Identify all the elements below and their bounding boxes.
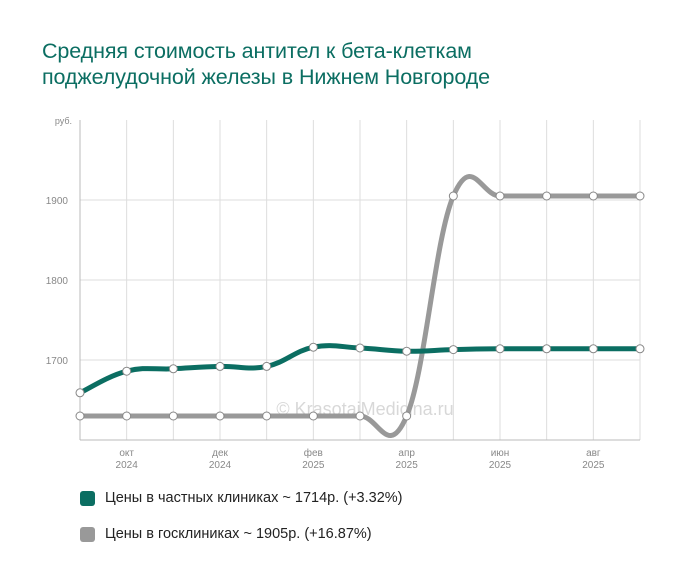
chart-title-line-1: Средняя стоимость антител к бета-клеткам bbox=[42, 39, 472, 63]
x-tick-label-year: 2024 bbox=[209, 460, 232, 471]
chart-title: Средняя стоимость антител к бета-клеткам… bbox=[42, 38, 682, 90]
y-axis-unit-label: руб. bbox=[55, 116, 72, 126]
data-point-0 bbox=[215, 361, 225, 371]
data-point-1 bbox=[448, 191, 458, 201]
data-point-1 bbox=[122, 411, 132, 421]
legend-label-public: Цены в госклиниках ~ 1905р. (+16.87%) bbox=[105, 526, 372, 542]
legend-item-private[interactable]: Цены в частных клиниках ~ 1714р. (+3.32%… bbox=[80, 490, 403, 506]
x-tick-label-year: 2025 bbox=[489, 460, 512, 471]
data-point-1 bbox=[355, 411, 365, 421]
data-point-1 bbox=[262, 411, 272, 421]
x-tick-label-month: окт bbox=[119, 448, 134, 459]
data-point-0 bbox=[308, 342, 318, 352]
x-tick-label-month: авг bbox=[586, 448, 601, 459]
legend-swatch-public bbox=[80, 526, 95, 542]
data-point-1 bbox=[75, 411, 85, 421]
legend-swatch-private bbox=[80, 490, 95, 506]
data-point-1 bbox=[215, 411, 225, 421]
y-tick-label: 1900 bbox=[46, 196, 69, 207]
data-point-0 bbox=[262, 361, 272, 371]
data-point-0 bbox=[355, 343, 365, 353]
data-point-0 bbox=[122, 366, 132, 376]
y-tick-label: 1800 bbox=[46, 276, 69, 287]
data-point-0 bbox=[495, 344, 505, 354]
x-tick-label-year: 2025 bbox=[302, 460, 325, 471]
x-tick-label-year: 2024 bbox=[116, 460, 139, 471]
data-point-0 bbox=[168, 364, 178, 374]
data-point-1 bbox=[495, 191, 505, 201]
series-line-1 bbox=[77, 174, 643, 438]
data-point-1 bbox=[168, 411, 178, 421]
x-tick-label-month: фев bbox=[304, 447, 323, 459]
data-point-0 bbox=[75, 388, 85, 398]
x-tick-label-year: 2025 bbox=[582, 460, 605, 471]
data-point-1 bbox=[635, 191, 645, 201]
chart-title-line-2: поджелудочной железы в Нижнем Новгороде bbox=[42, 65, 491, 89]
x-tick-label-month: дек bbox=[212, 448, 228, 459]
data-point-1 bbox=[542, 191, 552, 201]
data-point-1 bbox=[402, 411, 412, 421]
data-point-0 bbox=[542, 344, 552, 354]
x-tick-label-month: апр bbox=[398, 448, 415, 459]
x-tick-label-year: 2025 bbox=[396, 460, 419, 471]
legend-label-private: Цены в частных клиниках ~ 1714р. (+3.32%… bbox=[105, 490, 403, 506]
data-point-1 bbox=[308, 411, 318, 421]
y-tick-label: 1700 bbox=[46, 356, 69, 367]
legend-item-public[interactable]: Цены в госклиниках ~ 1905р. (+16.87%) bbox=[80, 526, 372, 542]
data-point-0 bbox=[448, 345, 458, 355]
data-point-1 bbox=[588, 191, 598, 201]
data-point-0 bbox=[635, 344, 645, 354]
x-tick-label-month: июн bbox=[491, 448, 510, 459]
data-point-0 bbox=[402, 346, 412, 356]
data-point-0 bbox=[588, 344, 598, 354]
